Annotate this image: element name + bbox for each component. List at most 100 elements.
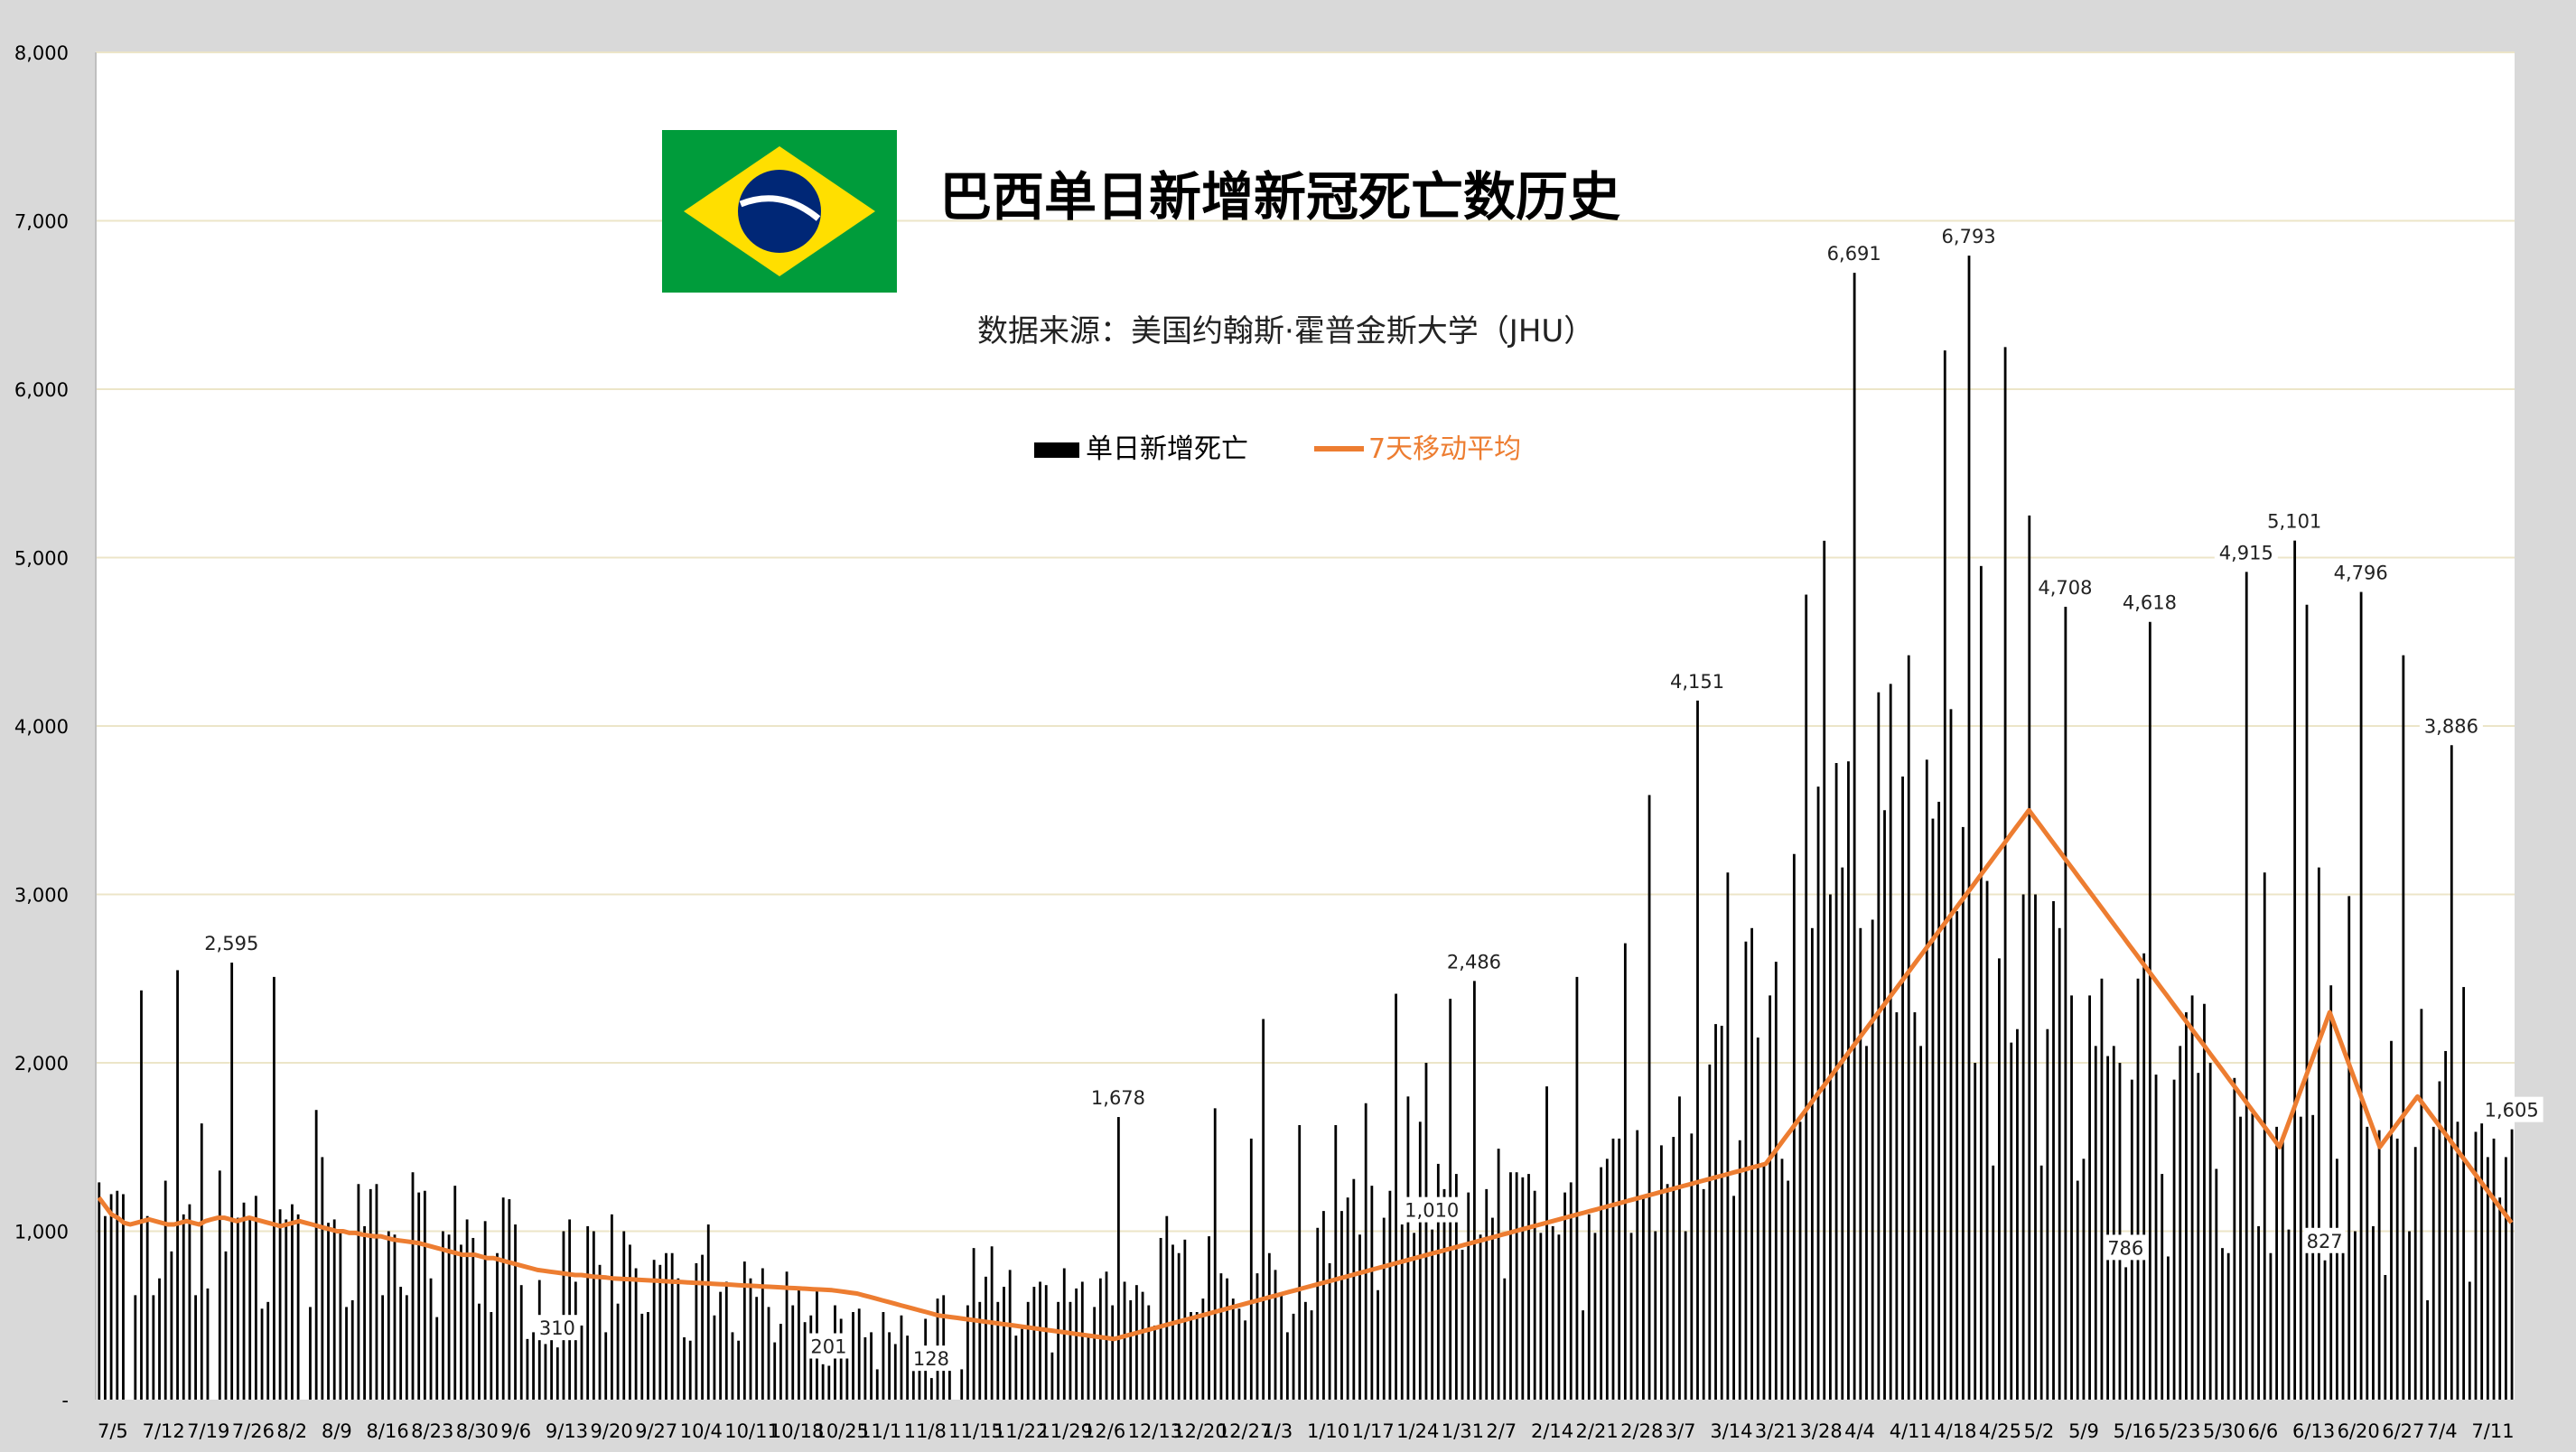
daily-deaths-bar — [1563, 1192, 1566, 1400]
x-tick-label: 12/20 — [1172, 1420, 1227, 1442]
daily-deaths-bar — [182, 1214, 185, 1400]
daily-deaths-bar — [2070, 995, 2073, 1400]
daily-deaths-bar — [2335, 1159, 2338, 1400]
daily-deaths-bar — [604, 1332, 608, 1400]
daily-deaths-bar — [724, 1281, 728, 1400]
daily-deaths-bar — [803, 1322, 807, 1400]
daily-deaths-bar — [2058, 927, 2061, 1400]
daily-deaths-bar — [1093, 1307, 1097, 1400]
x-tick-label: 5/23 — [2158, 1420, 2200, 1442]
daily-deaths-bar — [821, 1364, 825, 1400]
x-tick-label: 3/28 — [1800, 1420, 1843, 1442]
daily-deaths-bar — [755, 1297, 759, 1400]
daily-deaths-bar — [1328, 1262, 1331, 1400]
daily-deaths-bar — [1521, 1177, 1525, 1400]
daily-deaths-bar — [1943, 350, 1946, 1401]
x-tick-label: 5/16 — [2114, 1420, 2156, 1442]
daily-deaths-bar — [2498, 1197, 2502, 1400]
daily-deaths-bar — [2088, 995, 2091, 1400]
daily-deaths-bar — [1569, 1182, 1573, 1400]
daily-deaths-bar — [2287, 1229, 2291, 1400]
daily-deaths-bar — [2148, 621, 2151, 1400]
daily-deaths-bar — [1985, 880, 1989, 1400]
x-tick-label: 4/4 — [1844, 1420, 1875, 1442]
daily-deaths-bar — [1992, 1165, 1995, 1400]
x-tick-label: 8/9 — [322, 1420, 352, 1442]
daily-deaths-bar — [1479, 1234, 1482, 1400]
data-label-bg — [1400, 1196, 1464, 1223]
x-tick-label: 8/16 — [367, 1420, 409, 1442]
daily-deaths-bar — [2413, 1147, 2417, 1400]
daily-deaths-bar — [2166, 1256, 2170, 1400]
data-label: 310 — [539, 1317, 575, 1339]
daily-deaths-bar — [1557, 1234, 1561, 1400]
daily-deaths-bar — [1285, 1332, 1289, 1400]
daily-deaths-bar — [1967, 256, 1971, 1401]
daily-deaths-bar — [670, 1252, 674, 1400]
daily-deaths-bar — [2486, 1157, 2489, 1400]
daily-deaths-bar — [1913, 1012, 1917, 1400]
daily-deaths-bar — [465, 1219, 469, 1400]
daily-deaths-bar — [688, 1340, 692, 1400]
daily-deaths-bar — [194, 1295, 197, 1400]
daily-deaths-bar — [248, 1217, 252, 1400]
daily-deaths-bar — [254, 1196, 257, 1400]
x-tick-label: 7/4 — [2427, 1420, 2458, 1442]
daily-deaths-bar — [598, 1264, 602, 1400]
daily-deaths-bar — [2317, 867, 2320, 1400]
daily-deaths-bar — [1400, 1224, 1404, 1400]
data-label-bg — [910, 1345, 952, 1372]
daily-deaths-bar — [296, 1214, 300, 1400]
daily-deaths-bar — [1153, 1325, 1156, 1400]
daily-deaths-bar — [586, 1225, 590, 1400]
daily-deaths-bar — [622, 1231, 626, 1400]
daily-deaths-bar — [447, 1234, 451, 1400]
daily-deaths-bar — [176, 970, 179, 1400]
daily-deaths-bar — [893, 1344, 897, 1400]
daily-deaths-bar — [1895, 1012, 1899, 1400]
daily-deaths-bar — [1587, 1214, 1591, 1400]
daily-deaths-bar — [423, 1190, 426, 1400]
data-label-bg — [536, 1315, 578, 1341]
daily-deaths-bar — [2215, 1168, 2218, 1400]
daily-deaths-bar — [2003, 347, 2007, 1400]
daily-deaths-bar — [972, 1248, 975, 1400]
daily-deaths-bar — [1974, 1063, 1977, 1400]
daily-deaths-bar — [526, 1338, 529, 1400]
daily-deaths-bar — [719, 1291, 723, 1400]
daily-deaths-bar — [260, 1308, 264, 1400]
daily-deaths-bar — [1201, 1298, 1205, 1400]
daily-deaths-bar — [273, 976, 275, 1400]
data-label-bg — [2105, 1234, 2147, 1261]
daily-deaths-bar — [1044, 1285, 1048, 1400]
daily-deaths-bar — [1834, 763, 1838, 1400]
daily-deaths-bar — [1582, 1310, 1585, 1400]
data-label-bg — [1666, 667, 1730, 693]
daily-deaths-bar — [278, 1209, 282, 1400]
daily-deaths-bar — [2372, 1225, 2375, 1400]
daily-deaths-bar — [1303, 1301, 1307, 1400]
y-tick-label: 5,000 — [14, 548, 69, 570]
daily-deaths-bar — [2510, 1129, 2514, 1400]
x-tick-label: 12/6 — [1083, 1420, 1125, 1442]
daily-deaths-bar — [471, 1237, 475, 1400]
daily-deaths-bar — [2021, 894, 2025, 1400]
x-tick-label: 9/6 — [500, 1420, 531, 1442]
daily-deaths-bar — [1998, 958, 2001, 1400]
daily-deaths-bar — [2076, 1180, 2079, 1400]
daily-deaths-bar — [1147, 1305, 1151, 1400]
daily-deaths-bar — [1907, 655, 1910, 1400]
daily-deaths-bar — [514, 1224, 517, 1400]
daily-deaths-bar — [2299, 1116, 2302, 1400]
daily-deaths-bar — [1322, 1211, 1325, 1400]
data-label: 1,678 — [1091, 1087, 1145, 1109]
daily-deaths-bar — [2106, 1056, 2110, 1400]
daily-deaths-bar — [882, 1312, 885, 1400]
y-tick-label: 8,000 — [14, 42, 69, 64]
x-tick-label: 10/18 — [770, 1420, 825, 1442]
daily-deaths-bar — [742, 1261, 746, 1400]
y-tick-label: 6,000 — [14, 379, 69, 401]
daily-deaths-bar — [1123, 1281, 1126, 1400]
daily-deaths-bar — [1678, 1096, 1681, 1400]
daily-deaths-bar — [2016, 1028, 2019, 1400]
